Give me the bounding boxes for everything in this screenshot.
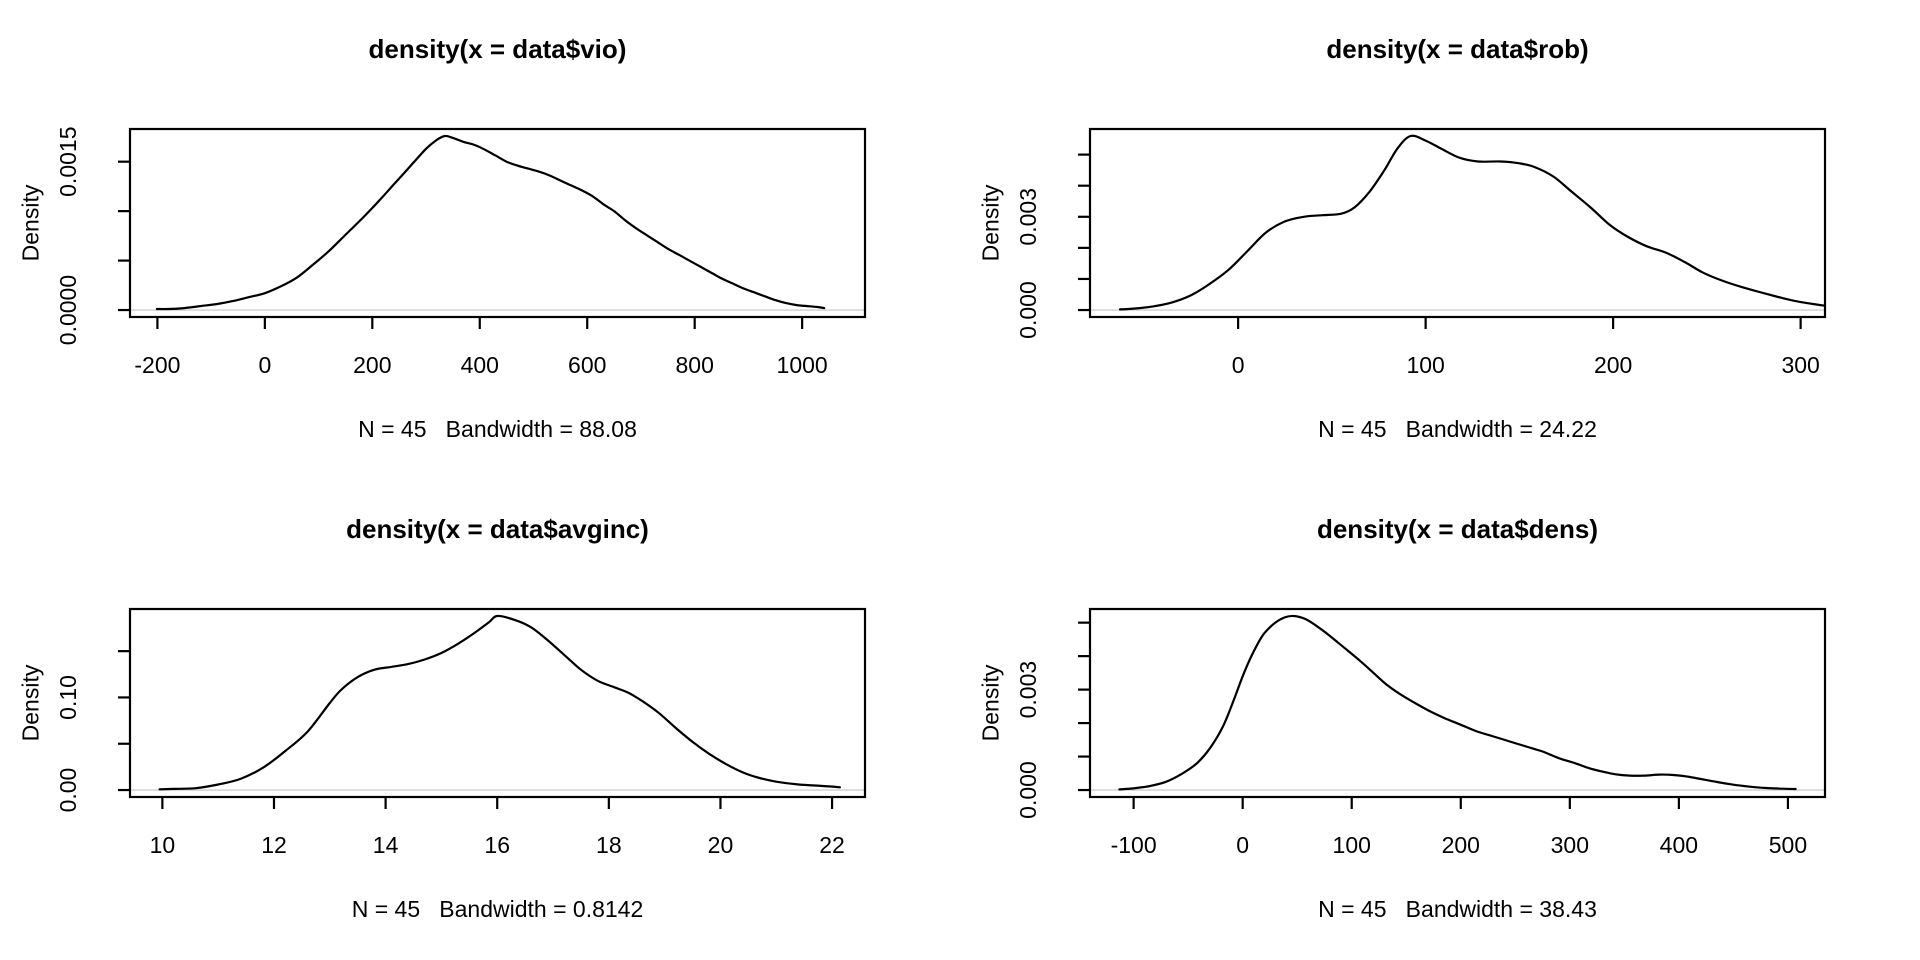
y-axis-label: Density [17,184,44,262]
x-tick-label: 18 [596,832,622,858]
panel-subtitle: N = 45 Bandwidth = 24.22 [1318,416,1597,442]
x-tick-label: 22 [819,832,845,858]
y-axis-label: Density [17,664,44,742]
panel-subtitle: N = 45 Bandwidth = 38.43 [1318,896,1597,922]
x-tick-label: 400 [1660,832,1698,858]
panel-title: density(x = data$vio) [368,34,627,64]
x-tick-label: 200 [1594,352,1632,378]
density-panel-vio: -200 0 200 400 600 800 1000 0.0000 0.0015 densit… [0,0,960,480]
density-panel-avginc: 10 12 14 16 18 20 22 0.00 0.10 density(x = data$… [0,480,960,960]
x-tick-label: 20 [708,832,734,858]
plot-box [1088,607,1827,799]
y-tick-label: 0.000 [1015,281,1041,339]
panel-title: density(x = data$avginc) [346,514,649,544]
x-tick-label: -200 [134,352,180,378]
y-tick-label: 0.003 [1015,661,1041,719]
y-tick-label: 0.003 [1015,188,1041,246]
x-tick-label: 500 [1769,832,1807,858]
panel-subtitle: N = 45 Bandwidth = 88.08 [358,416,637,442]
x-tick-label: 0 [258,352,271,378]
x-tick-label: 300 [1551,832,1589,858]
x-tick-label: -100 [1111,832,1157,858]
x-tick-label: 100 [1406,352,1444,378]
panel-title: density(x = data$rob) [1326,34,1589,64]
x-tick-label: 400 [461,352,499,378]
density-plot-rob-svg: 0 100 200 300 0.000 0.003 [1015,127,1827,378]
x-tick-label: 16 [484,832,510,858]
y-tick-label: 0.0015 [55,126,81,196]
plot-box [128,607,867,799]
y-axis-label: Density [977,184,1004,262]
x-tick-label: 0 [1232,352,1245,378]
x-tick-label: 300 [1781,352,1819,378]
density-curve [1118,134,1827,311]
density-curve [158,614,841,791]
x-tick-label: 200 [1442,832,1480,858]
x-tick-label: 1000 [777,352,828,378]
y-tick-label: 0.10 [55,675,81,720]
x-tick-label: 600 [568,352,606,378]
y-axis-label: Density [977,664,1004,742]
y-tick-label: 0.00 [55,768,81,813]
plot-box [1088,127,1827,319]
x-tick-label: 800 [675,352,713,378]
density-curve [1118,614,1797,791]
x-tick-label: 14 [373,832,399,858]
x-tick-label: 0 [1236,832,1249,858]
density-panel-rob: 0 100 200 300 0.000 0.003 density(x = data$ro… [960,0,1920,480]
plot-box [128,127,867,319]
x-tick-label: 200 [353,352,391,378]
x-tick-label: 12 [261,832,287,858]
density-curve [155,134,826,311]
density-plot-dens-svg: -100 0 100 200 300 400 500 0.000 0.003 [1015,607,1827,858]
y-tick-label: 0.000 [1015,761,1041,819]
x-tick-label: 100 [1333,832,1371,858]
panel-title: density(x = data$dens) [1316,514,1599,544]
x-tick-label: 10 [150,832,176,858]
y-tick-label: 0.0000 [55,275,81,345]
panel-subtitle: N = 45 Bandwidth = 0.8142 [351,896,644,922]
density-plot-vio-svg: -200 0 200 400 600 800 1000 0.0000 0.0015 [55,126,867,378]
density-plot-avginc-svg: 10 12 14 16 18 20 22 0.00 0.10 [55,607,867,858]
density-panel-dens: -100 0 100 200 300 400 500 0.000 0.003 density(x… [960,480,1920,960]
